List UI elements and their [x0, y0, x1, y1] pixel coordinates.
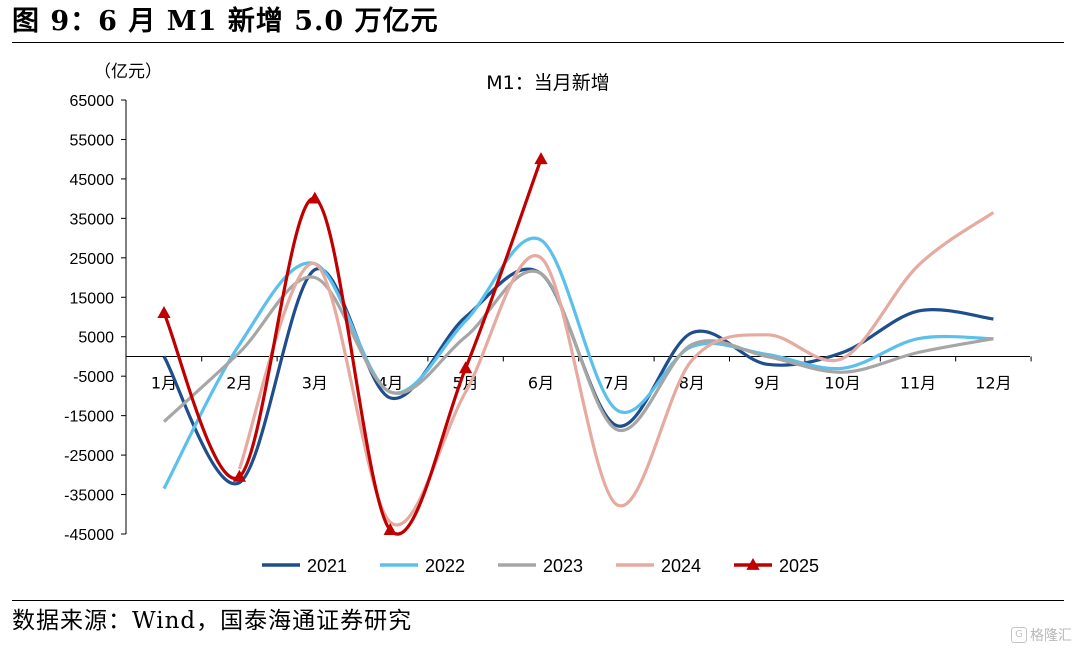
- legend-label-2025: 2025: [779, 556, 819, 576]
- series-line-2023: [162, 269, 994, 433]
- legend-item-2022: 2022: [380, 556, 465, 576]
- series-line-2024: [237, 211, 995, 527]
- x-tick-label: 6月: [528, 373, 554, 392]
- legend-item-2025: 2025: [734, 556, 819, 576]
- data-point-2025: [308, 191, 322, 204]
- y-tick-label: 25000: [70, 251, 115, 268]
- series-2022: [162, 236, 994, 490]
- legend-item-2021: 2021: [262, 556, 347, 576]
- legend-label-2022: 2022: [425, 556, 465, 576]
- legend-label-2024: 2024: [661, 556, 701, 576]
- watermark-logo-icon: G: [1011, 627, 1027, 643]
- title-rule: [12, 42, 1064, 43]
- x-tick-label: 12月: [975, 373, 1011, 392]
- y-tick-label: 15000: [70, 290, 115, 307]
- y-tick-label: -35000: [64, 488, 114, 505]
- m1-line-chart: M1：当月新增 （亿元） 65000 55000 45000 35000 25000 15…: [64, 62, 1032, 576]
- series-line-2022: [162, 236, 994, 490]
- x-tick-label: 8月: [679, 373, 705, 392]
- y-tick-label: 55000: [70, 132, 115, 149]
- y-tick-label: -5000: [73, 369, 114, 386]
- y-axis: 65000 55000 45000 35000 25000 15000 5000 -5000 -…: [64, 93, 127, 544]
- data-point-2025: [458, 361, 473, 374]
- y-tick-label: 45000: [70, 172, 115, 189]
- figure-title: 图 9：6 月 M1 新增 5.0 万亿元: [12, 6, 439, 37]
- x-tick-label: 11月: [900, 373, 936, 392]
- legend-label-2023: 2023: [543, 556, 583, 576]
- data-point-2025: [534, 152, 548, 165]
- series-2024: [237, 211, 995, 527]
- series-lines: [157, 152, 995, 536]
- legend-label-2021: 2021: [307, 556, 347, 576]
- y-tick-label: -25000: [64, 448, 114, 465]
- x-tick-label: 2月: [226, 373, 252, 392]
- x-tick-label: 10月: [824, 373, 860, 392]
- watermark-text: 格隆汇: [1030, 628, 1072, 644]
- x-tick-label: 1月: [151, 373, 177, 392]
- y-tick-label: 65000: [70, 93, 115, 110]
- y-tick-label: -45000: [64, 527, 114, 544]
- legend: 2021 2022 2023 2024 2025: [262, 556, 819, 576]
- series-2025: [157, 152, 548, 536]
- watermark: G 格隆汇: [1011, 625, 1072, 645]
- legend-item-2024: 2024: [616, 556, 701, 576]
- source-rule: [12, 600, 1064, 601]
- y-tick-label: 35000: [70, 211, 115, 228]
- x-tick-label: 9月: [754, 373, 780, 392]
- legend-item-2023: 2023: [498, 556, 583, 576]
- x-tick-label: 3月: [302, 373, 328, 392]
- data-point-2025: [383, 523, 397, 535]
- y-tick-label: 5000: [78, 330, 114, 347]
- data-point-2025: [157, 306, 171, 318]
- x-tick-label: 7月: [603, 373, 629, 392]
- legend-marker-2025: [746, 558, 760, 570]
- y-tick-label: -15000: [64, 409, 114, 426]
- data-point-2025: [232, 469, 247, 482]
- series-2023: [162, 269, 994, 433]
- chart-title: M1：当月新增: [486, 72, 609, 94]
- y-axis-unit-label: （亿元）: [94, 62, 162, 82]
- source-note: 数据来源：Wind，国泰海通证券研究: [12, 608, 413, 634]
